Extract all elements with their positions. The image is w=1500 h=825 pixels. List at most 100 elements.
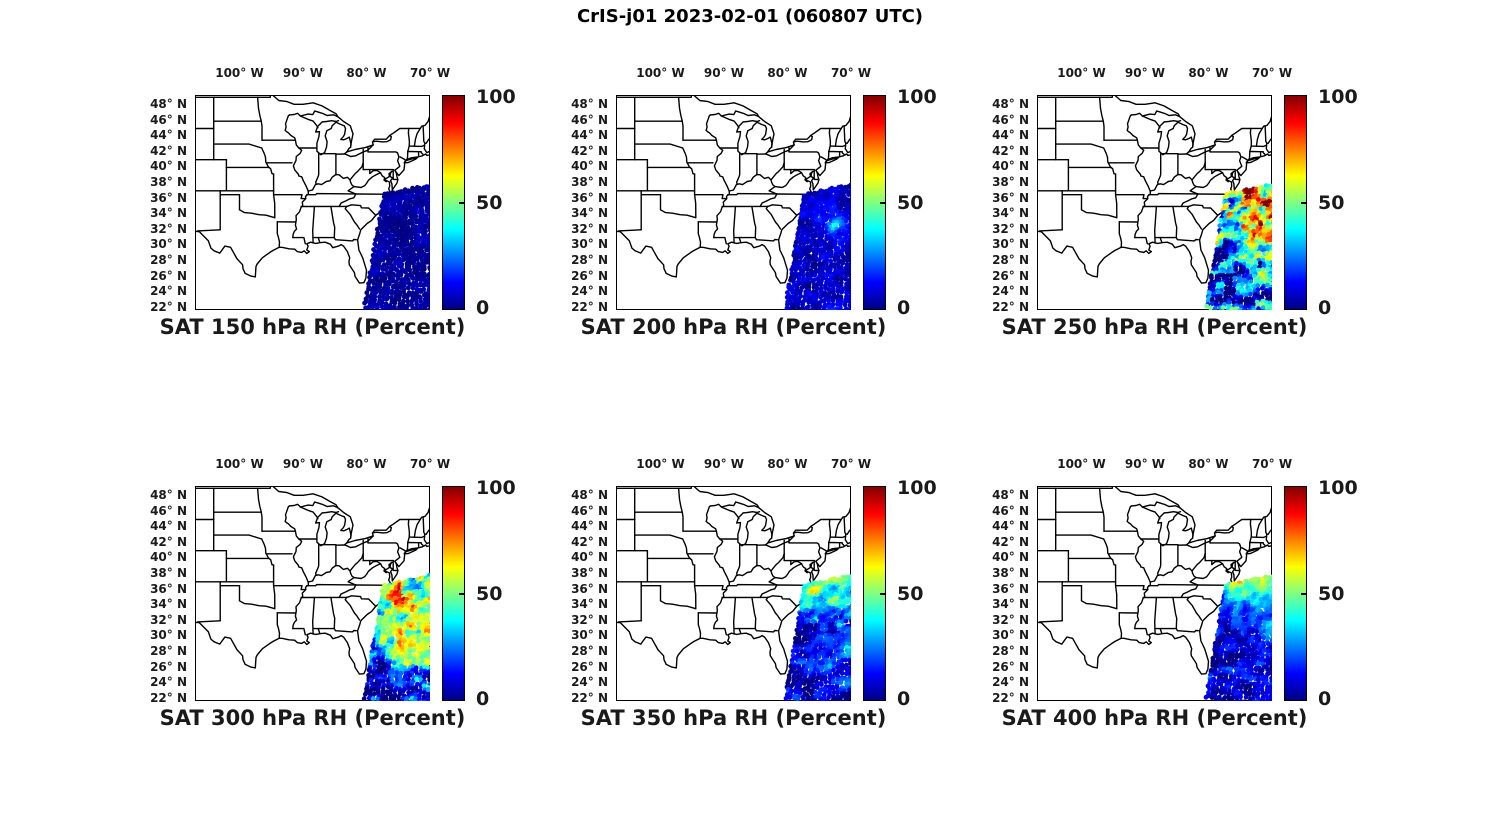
lat-tick-label: 44° N [150, 519, 187, 534]
lon-tick-label: 90° W [703, 66, 745, 80]
lat-tick-label: 34° N [571, 206, 608, 221]
lat-tick-label: 26° N [992, 268, 1029, 283]
lat-tick-label: 22° N [150, 299, 187, 314]
lat-tick-label: 36° N [571, 190, 608, 205]
satellite-swath [362, 183, 430, 310]
lat-tick-label: 32° N [571, 221, 608, 236]
colorbar-min-label: 0 [897, 297, 911, 319]
colorbar [442, 95, 465, 310]
colorbar-mid-tick [459, 592, 464, 595]
lon-tick-label: 70° W [830, 457, 872, 471]
colorbar-max-label: 100 [476, 86, 516, 108]
lat-tick-label: 28° N [992, 643, 1029, 658]
lat-tick-label: 26° N [992, 659, 1029, 674]
lat-tick-label: 42° N [150, 143, 187, 158]
lat-tick-label: 48° N [150, 488, 187, 503]
latitude-axis: 48° N 46° N 44° N 42° N 40° N 38° N 36° N 34° N… [550, 486, 608, 705]
lat-tick-label: 28° N [571, 643, 608, 658]
map-panel-200hpa: 100° W 90° W 80° W 70° W 48° N 46° N 44° N 42°… [571, 66, 937, 339]
colorbar-mid-label: 50 [1318, 582, 1345, 605]
colorbar-min-label: 0 [1318, 297, 1332, 319]
longitude-axis: 100° W 90° W 80° W 70° W [616, 457, 871, 475]
longitude-axis: 100° W 90° W 80° W 70° W [195, 457, 450, 475]
lat-tick-label: 40° N [150, 159, 187, 174]
lon-tick-label: 70° W [409, 457, 451, 471]
colorbar [1284, 486, 1307, 701]
us-map [616, 95, 851, 310]
lat-tick-label: 48° N [992, 488, 1029, 503]
lat-tick-label: 44° N [571, 128, 608, 143]
lat-tick-label: 42° N [992, 534, 1029, 549]
map-panel-400hpa: 100° W 90° W 80° W 70° W 48° N 46° N 44° N 42°… [992, 457, 1358, 730]
lat-tick-label: 44° N [150, 128, 187, 143]
lat-tick-label: 40° N [571, 159, 608, 174]
lat-tick-label: 44° N [571, 519, 608, 534]
lat-tick-label: 28° N [150, 643, 187, 658]
map-panel-350hpa: 100° W 90° W 80° W 70° W 48° N 46° N 44° N 42°… [571, 457, 937, 730]
lat-tick-label: 46° N [571, 503, 608, 518]
lon-tick-label: 80° W [1188, 457, 1229, 471]
colorbar-mid-label: 50 [476, 582, 503, 605]
figure-title: CrIS-j01 2023-02-01 (060807 UTC) [576, 6, 924, 27]
lat-tick-label: 34° N [992, 597, 1029, 612]
lat-tick-label: 32° N [992, 612, 1029, 627]
lat-tick-label: 42° N [571, 534, 608, 549]
lat-tick-label: 32° N [150, 612, 187, 627]
satellite-swath [1204, 183, 1272, 310]
colorbar-min-label: 0 [476, 688, 490, 710]
colorbar-gradient [443, 96, 464, 309]
lat-tick-label: 30° N [992, 628, 1029, 643]
lat-tick-label: 28° N [571, 252, 608, 267]
lon-tick-label: 100° W [215, 66, 264, 80]
lat-tick-label: 30° N [571, 628, 608, 643]
lat-tick-label: 38° N [571, 566, 608, 581]
lat-tick-label: 26° N [571, 268, 608, 283]
colorbar-min-label: 0 [897, 688, 911, 710]
satellite-swath [1203, 574, 1272, 701]
lat-tick-label: 38° N [992, 175, 1029, 190]
state-boundaries [195, 95, 430, 284]
us-map [1037, 95, 1272, 310]
colorbar-mid-label: 50 [476, 191, 503, 214]
lat-tick-label: 36° N [992, 581, 1029, 596]
lat-tick-label: 38° N [150, 566, 187, 581]
colorbar [863, 486, 886, 701]
lat-tick-label: 48° N [992, 97, 1029, 112]
state-boundaries [195, 486, 430, 675]
map-panel-250hpa: 100° W 90° W 80° W 70° W 48° N 46° N 44° N 42°… [992, 66, 1358, 339]
lat-tick-label: 36° N [150, 190, 187, 205]
colorbar-gradient [1285, 96, 1306, 309]
lat-tick-label: 28° N [150, 252, 187, 267]
colorbar-gradient [864, 96, 885, 309]
colorbar [1284, 95, 1307, 310]
lat-tick-label: 24° N [992, 284, 1029, 299]
map-panel-150hpa: 100° W 90° W 80° W 70° W 48° N 46° N 44° N 42°… [150, 66, 516, 339]
latitude-axis: 48° N 46° N 44° N 42° N 40° N 38° N 36° N 34° N… [971, 486, 1029, 705]
lat-tick-label: 46° N [150, 112, 187, 127]
lat-tick-label: 38° N [992, 566, 1029, 581]
lon-tick-label: 100° W [636, 457, 685, 471]
state-boundaries [1037, 486, 1272, 675]
colorbar-mid-label: 50 [897, 582, 924, 605]
colorbar-mid-label: 50 [897, 191, 924, 214]
lat-tick-label: 22° N [992, 690, 1029, 705]
lat-tick-label: 32° N [992, 221, 1029, 236]
lat-tick-label: 38° N [150, 175, 187, 190]
lon-tick-label: 100° W [1057, 66, 1106, 80]
colorbar-mid-tick [880, 592, 885, 595]
lat-tick-label: 26° N [571, 659, 608, 674]
lat-tick-label: 30° N [150, 628, 187, 643]
colorbar [863, 95, 886, 310]
panel-title: SAT 350 hPa RH (Percent) [580, 706, 887, 730]
lat-tick-label: 36° N [992, 190, 1029, 205]
lat-tick-label: 34° N [150, 597, 187, 612]
colorbar-max-label: 100 [1318, 86, 1358, 108]
state-boundaries [1037, 95, 1272, 284]
lat-tick-label: 30° N [992, 237, 1029, 252]
lat-tick-label: 30° N [571, 237, 608, 252]
longitude-axis: 100° W 90° W 80° W 70° W [616, 66, 871, 84]
lat-tick-label: 48° N [571, 488, 608, 503]
colorbar-gradient [1285, 487, 1306, 700]
lon-tick-label: 90° W [282, 66, 324, 80]
lon-tick-label: 80° W [767, 66, 808, 80]
